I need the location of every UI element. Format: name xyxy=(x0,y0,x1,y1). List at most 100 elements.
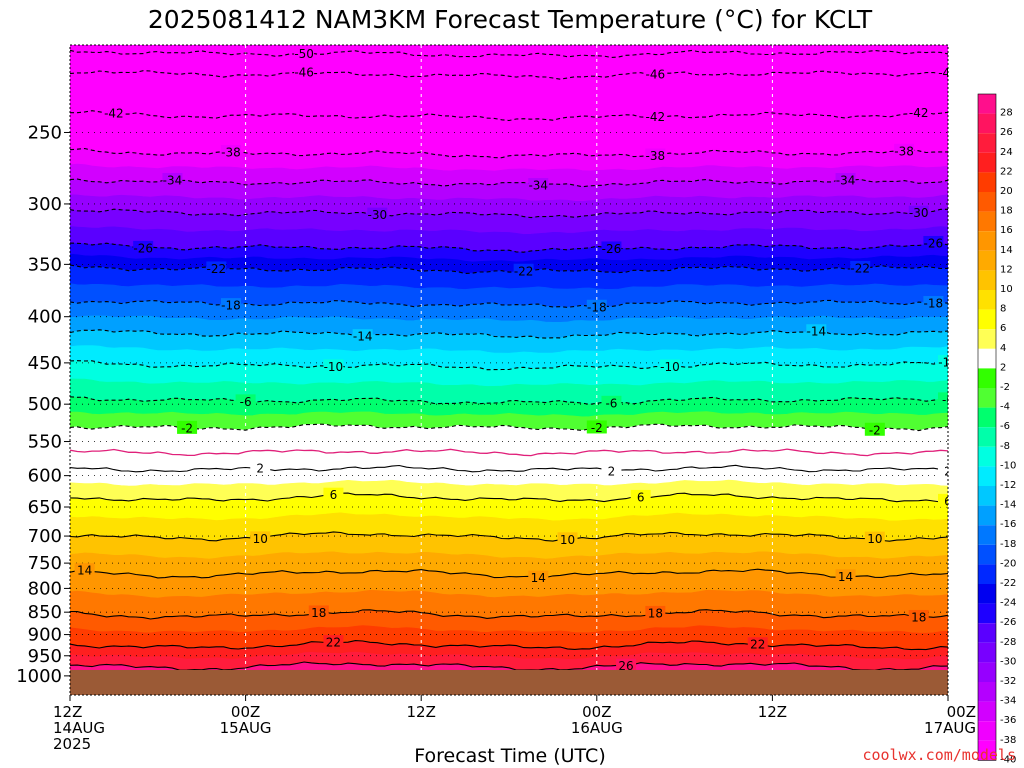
contour-label-bg xyxy=(908,105,929,119)
temperature-band xyxy=(70,423,948,456)
contour-label-bg xyxy=(864,531,885,545)
axes: 2503003504004505005506006507007508008509… xyxy=(16,44,976,753)
contour-label: -22 xyxy=(207,262,227,276)
isotherm-line xyxy=(70,70,948,80)
colorbar-swatch xyxy=(978,701,996,722)
contour-label: -42 xyxy=(646,110,666,124)
contour-label-bg xyxy=(220,144,241,158)
colorbar-tick-label: -36 xyxy=(1000,715,1016,726)
contour-label: -14 xyxy=(806,325,826,339)
isotherm-line xyxy=(70,492,948,503)
chart-title: 2025081412 NAM3KM Forecast Temperature (… xyxy=(148,5,873,34)
contour-label: -10 xyxy=(938,356,958,370)
colorbar-swatch xyxy=(978,94,996,114)
colorbar-tick-label: 12 xyxy=(1000,264,1013,275)
colorbar-swatch xyxy=(978,623,996,643)
colorbar-swatch xyxy=(978,231,996,251)
colorbar-swatch xyxy=(978,368,996,388)
colorbar-tick-label: 22 xyxy=(1000,166,1013,177)
colorbar-tick-label: 26 xyxy=(1000,127,1013,138)
contour-label-bg xyxy=(133,240,154,254)
colorbar-frame xyxy=(977,93,997,761)
colorbar-tick-label: -2 xyxy=(1000,382,1010,393)
contour-label: -2 xyxy=(869,423,881,437)
y-tick-label: 850 xyxy=(28,602,62,623)
isotherm-line xyxy=(70,464,948,473)
colorbar-tick-label: 16 xyxy=(1000,225,1013,236)
colorbar-tick-label: -12 xyxy=(1000,480,1016,491)
colorbar-tick-label: -30 xyxy=(1000,656,1016,667)
colorbar-tick-label: -32 xyxy=(1000,676,1016,687)
contour-label: 2 xyxy=(608,464,616,478)
contour-label-bg xyxy=(513,263,534,277)
isotherm-line xyxy=(70,49,948,59)
isotherm-line xyxy=(70,609,948,620)
contour-label: -42 xyxy=(909,106,929,120)
contour-label: -18 xyxy=(924,297,944,311)
y-tick-label: 300 xyxy=(28,194,62,215)
contour-label: -38 xyxy=(221,145,241,159)
contour-label: 10 xyxy=(560,533,575,547)
y-tick-label: 500 xyxy=(28,394,62,415)
colorbar-tick-label: 8 xyxy=(1000,304,1006,315)
plot-content: -50 -46 -46 -46 -42 -42 -42 -38 -38 -38 -34 -34 -34 -… xyxy=(70,45,958,695)
x-tick-label: 16AUG xyxy=(571,719,623,737)
isotherm-line xyxy=(70,110,948,122)
contour-label-bg xyxy=(938,355,948,369)
contour-label-bg xyxy=(938,464,948,478)
y-tick-label: 700 xyxy=(28,526,62,547)
colorbar-tick-label: 24 xyxy=(1000,147,1013,158)
y-tick-label: 950 xyxy=(28,646,62,667)
isotherm-line xyxy=(70,640,948,651)
colorbar-tick-label: -38 xyxy=(1000,735,1016,746)
ground-fill xyxy=(70,669,948,695)
contour-label: -26 xyxy=(133,241,153,255)
isotherm-line xyxy=(70,299,948,308)
contour-label-bg xyxy=(908,609,929,623)
colorbar-swatch xyxy=(978,250,996,271)
contour-label-bg xyxy=(616,658,637,672)
contour-label-bg xyxy=(601,241,622,255)
y-tick-label: 1000 xyxy=(16,666,62,687)
colorbar-swatch xyxy=(978,388,996,408)
colorbar-swatch xyxy=(978,564,996,584)
colorbar-swatch xyxy=(978,486,996,506)
isotherm-line xyxy=(70,531,948,542)
colorbar-tick-label: -10 xyxy=(1000,460,1016,471)
contour-label: 22 xyxy=(326,636,341,650)
colorbar-tick-label: -16 xyxy=(1000,519,1016,530)
isotherm-line xyxy=(70,208,948,219)
site-credit: coolwx.com/models xyxy=(862,746,1016,764)
colorbar-tick-label: -18 xyxy=(1000,539,1016,550)
contour-label: 10 xyxy=(867,532,882,546)
contour-label: -22 xyxy=(850,261,870,275)
contour-label-bg xyxy=(923,235,944,249)
isotherm-line xyxy=(70,329,948,339)
x-tick-label: 12Z xyxy=(758,703,787,721)
contour-label: -30 xyxy=(909,206,929,220)
colorbar-swatch xyxy=(978,525,996,545)
contour-label: 26 xyxy=(618,659,633,673)
colorbar-swatch xyxy=(978,309,996,330)
contour-label-bg xyxy=(850,260,871,274)
contour-label: 18 xyxy=(648,606,663,620)
contour-label-bg xyxy=(250,460,271,474)
contour-label: -46 xyxy=(646,68,666,82)
contour-label: -22 xyxy=(514,264,534,278)
x-tick-label: 00Z xyxy=(947,703,976,721)
contour-label-bg xyxy=(235,394,256,408)
colorbar-tick-label: 28 xyxy=(1000,108,1013,119)
contour-label-bg xyxy=(659,359,680,373)
colorbar-tick-label: -34 xyxy=(1000,696,1016,707)
isotherm-line xyxy=(70,242,948,253)
contour-label: -46 xyxy=(938,66,958,80)
y-tick-label: 750 xyxy=(28,553,62,574)
colorbar-tick-label: 6 xyxy=(1000,323,1006,334)
contour-label-bg xyxy=(630,489,651,503)
colorbar-swatch xyxy=(978,446,996,467)
contour-label: -30 xyxy=(367,208,387,222)
contour-label-bg xyxy=(938,493,948,507)
colorbar-swatch xyxy=(978,172,996,192)
contour-label-bg xyxy=(206,261,227,275)
contour-label: 6 xyxy=(330,488,338,502)
